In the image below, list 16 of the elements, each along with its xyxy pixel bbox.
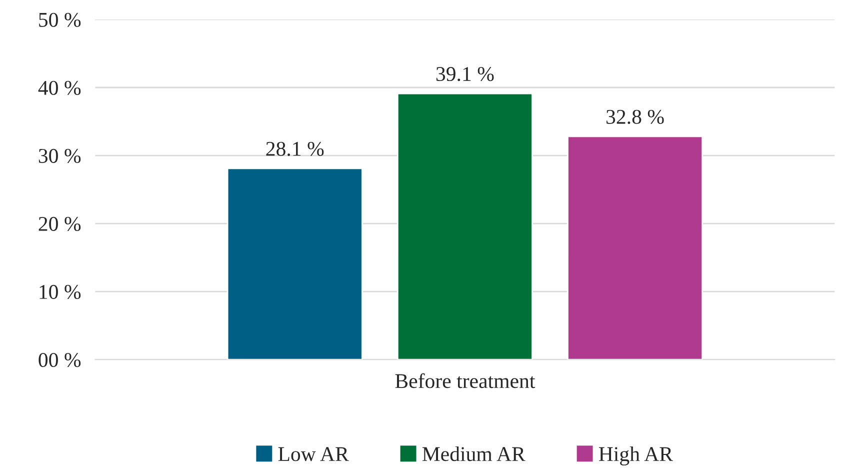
y-tick-label: 50 % <box>39 12 81 27</box>
data-label: 32.8 % <box>606 110 664 124</box>
y-tick-label: 40 % <box>38 80 81 95</box>
x-tick-label: Before treatment <box>395 373 536 388</box>
y-tick-label: 10 % <box>40 284 81 300</box>
bar <box>567 136 704 360</box>
legend-label: Medium AR <box>422 446 526 462</box>
y-tick-label: 00 % <box>38 352 81 368</box>
legend-label: Low AR <box>278 447 349 462</box>
y-tick-label: 20 % <box>38 216 81 232</box>
data-label: 39.1 % <box>436 66 494 82</box>
y-tick-label: 30 % <box>38 148 81 164</box>
bar <box>396 92 533 360</box>
data-label: 28.1 % <box>266 142 324 156</box>
bar <box>226 168 363 360</box>
legend-label: High AR <box>598 446 673 466</box>
